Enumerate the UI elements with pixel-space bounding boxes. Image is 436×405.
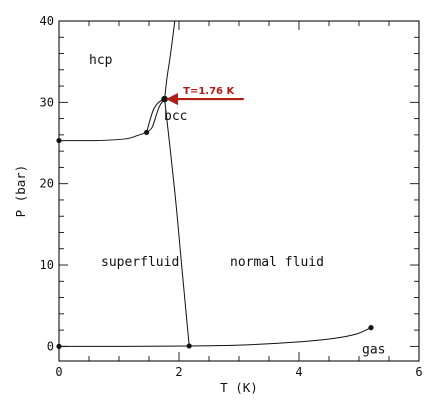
y-axis-title: P (bar) [13,165,28,218]
annotation-label: T=1.76 K [183,86,235,97]
hcp-bcc-boundary-lower-line [146,98,166,133]
bcc-upper-boundary-line [146,98,165,133]
vapor-pressure-high-line [189,327,372,347]
data-point-p3 [161,95,168,103]
data-point-p5 [186,343,192,349]
region-label-gas: gas [362,343,385,358]
data-point-p2 [144,129,150,136]
x-tick-label: 6 [415,365,422,379]
data-point-p6 [368,325,374,331]
plot-frame [58,20,420,362]
y-tick-label: 40 [40,14,54,28]
region-label-bcc: bcc [164,109,187,124]
x-tick-label: 2 [175,365,182,379]
region-label-normal-fluid: normal fluid [230,255,324,270]
x-axis-title: T (K) [220,380,258,395]
y-tick-label: 10 [40,258,54,272]
solid-fluid-upper-line [164,20,176,100]
y-tick-label: 30 [40,95,54,109]
y-tick-label: 0 [47,339,54,353]
region-label-hcp: hcp [89,53,113,68]
region-label-superfluid: superfluid [101,255,179,270]
x-tick-label: 4 [295,365,302,379]
data-point-p1 [56,137,62,144]
x-tick-label: 0 [55,365,62,379]
lambda-line-line [164,99,190,346]
melting-curve-line [58,131,147,142]
data-point-p4 [56,343,62,349]
y-tick-label: 20 [40,177,54,191]
